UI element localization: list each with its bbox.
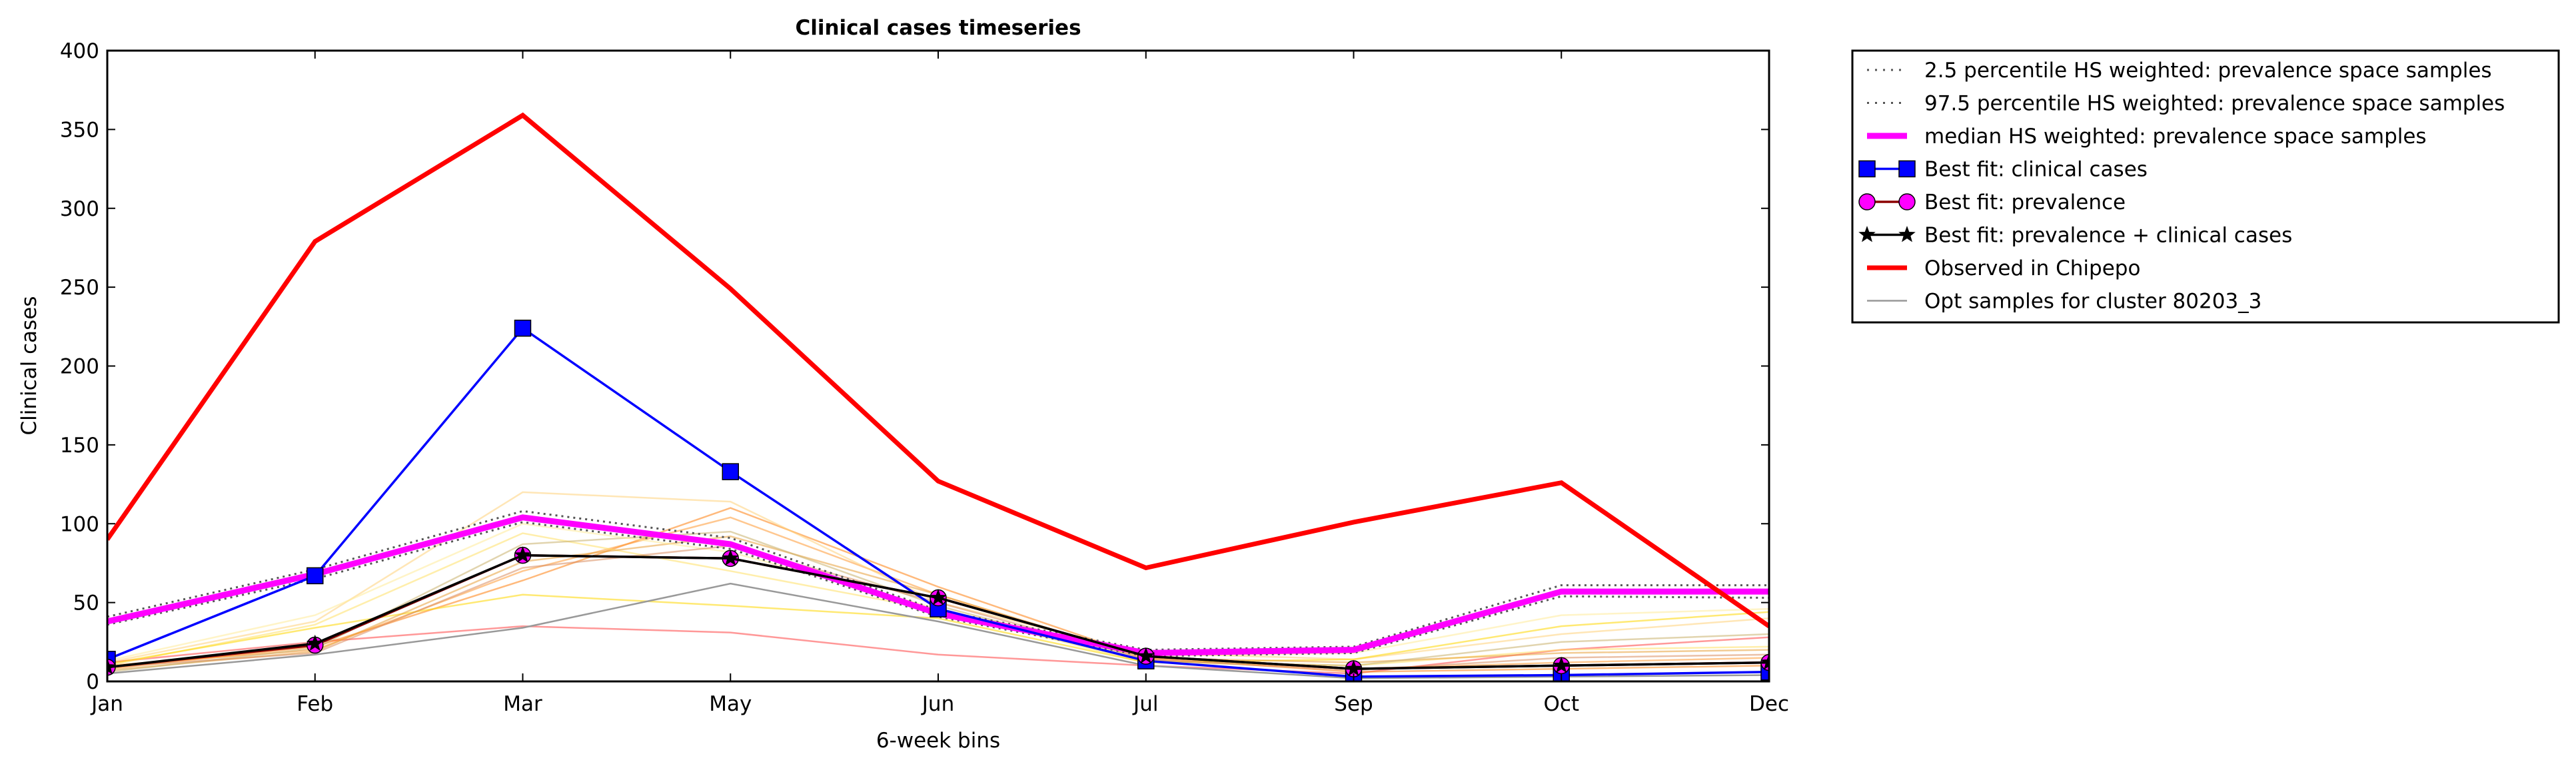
x-tick-label: Feb <box>297 692 333 716</box>
y-axis-label: Clinical cases <box>17 296 41 435</box>
plot-area <box>107 112 1769 681</box>
x-tick-label: Jul <box>1132 692 1158 716</box>
x-tick-label: May <box>709 692 752 716</box>
y-tick-label: 300 <box>60 197 99 221</box>
legend-label-5: Best fit: prevalence <box>1924 191 2126 214</box>
series-6-point <box>722 549 740 566</box>
y-tick-label: 150 <box>60 434 99 458</box>
series-4-point <box>307 567 324 585</box>
cluster-sample-line-1 <box>107 625 1769 675</box>
series-6-point <box>930 589 947 605</box>
series-4-point <box>722 463 739 480</box>
series-4-line <box>107 326 1769 678</box>
axes: 0 50 100 150 200 250 300 350 400 Jan Feb Mar May Jun J… <box>60 39 1789 716</box>
x-tick-label: Oct <box>1543 692 1579 716</box>
series-6-point <box>1760 653 1769 670</box>
series-6-point <box>306 634 324 651</box>
legend: 2.5 percentile HS weighted: prevalence s… <box>1851 49 2560 324</box>
y-tick-label: 350 <box>60 118 99 142</box>
series-8-line <box>107 582 1769 679</box>
chart-title: Clinical cases timeseries <box>795 16 1081 40</box>
x-axis-label: 6-week bins <box>876 729 1000 753</box>
legend-label-2: 97.5 percentile HS weighted: prevalence … <box>1924 92 2505 116</box>
series-6-point <box>107 658 116 675</box>
y-tick-label: 200 <box>60 355 99 379</box>
series-2-line <box>107 510 1769 651</box>
legend-key-5 <box>1858 193 1916 210</box>
series-6-point <box>1137 647 1155 663</box>
series-7-line <box>107 112 1769 628</box>
y-tick-label: 400 <box>60 39 99 63</box>
x-tick-label: Dec <box>1749 692 1789 716</box>
legend-label-7: Observed in Chipepo <box>1924 256 2140 280</box>
cluster-sample-line-6 <box>107 593 1769 665</box>
series-6-point <box>1553 656 1571 673</box>
y-tick-label: 250 <box>60 276 99 300</box>
y-tick-label: 50 <box>73 591 99 615</box>
x-tick-label: Jun <box>921 692 954 716</box>
y-tick-label: 0 <box>86 670 99 694</box>
series-6-point <box>1345 659 1363 676</box>
legend-label-1: 2.5 percentile HS weighted: prevalence s… <box>1924 59 2492 83</box>
series-group <box>107 112 1769 681</box>
legend-box <box>1851 49 2560 324</box>
cluster-sample-line-4 <box>107 491 1769 663</box>
x-tick-label: Mar <box>503 692 542 716</box>
y-tick-label: 100 <box>60 512 99 536</box>
x-tick-label: Jan <box>90 692 123 716</box>
legend-key-4 <box>1858 160 1916 178</box>
legend-label-4: Best fit: clinical cases <box>1924 158 2148 182</box>
x-tick-label: Sep <box>1334 692 1373 716</box>
legend-key-6 <box>1858 226 1916 242</box>
legend-label-8: Opt samples for cluster 80203_3 <box>1924 290 2261 314</box>
series-4-point <box>514 319 532 337</box>
legend-label-3: median HS weighted: prevalence space sam… <box>1924 125 2427 149</box>
legend-label-6: Best fit: prevalence + clinical cases <box>1924 224 2292 248</box>
series-6-point <box>514 546 532 563</box>
